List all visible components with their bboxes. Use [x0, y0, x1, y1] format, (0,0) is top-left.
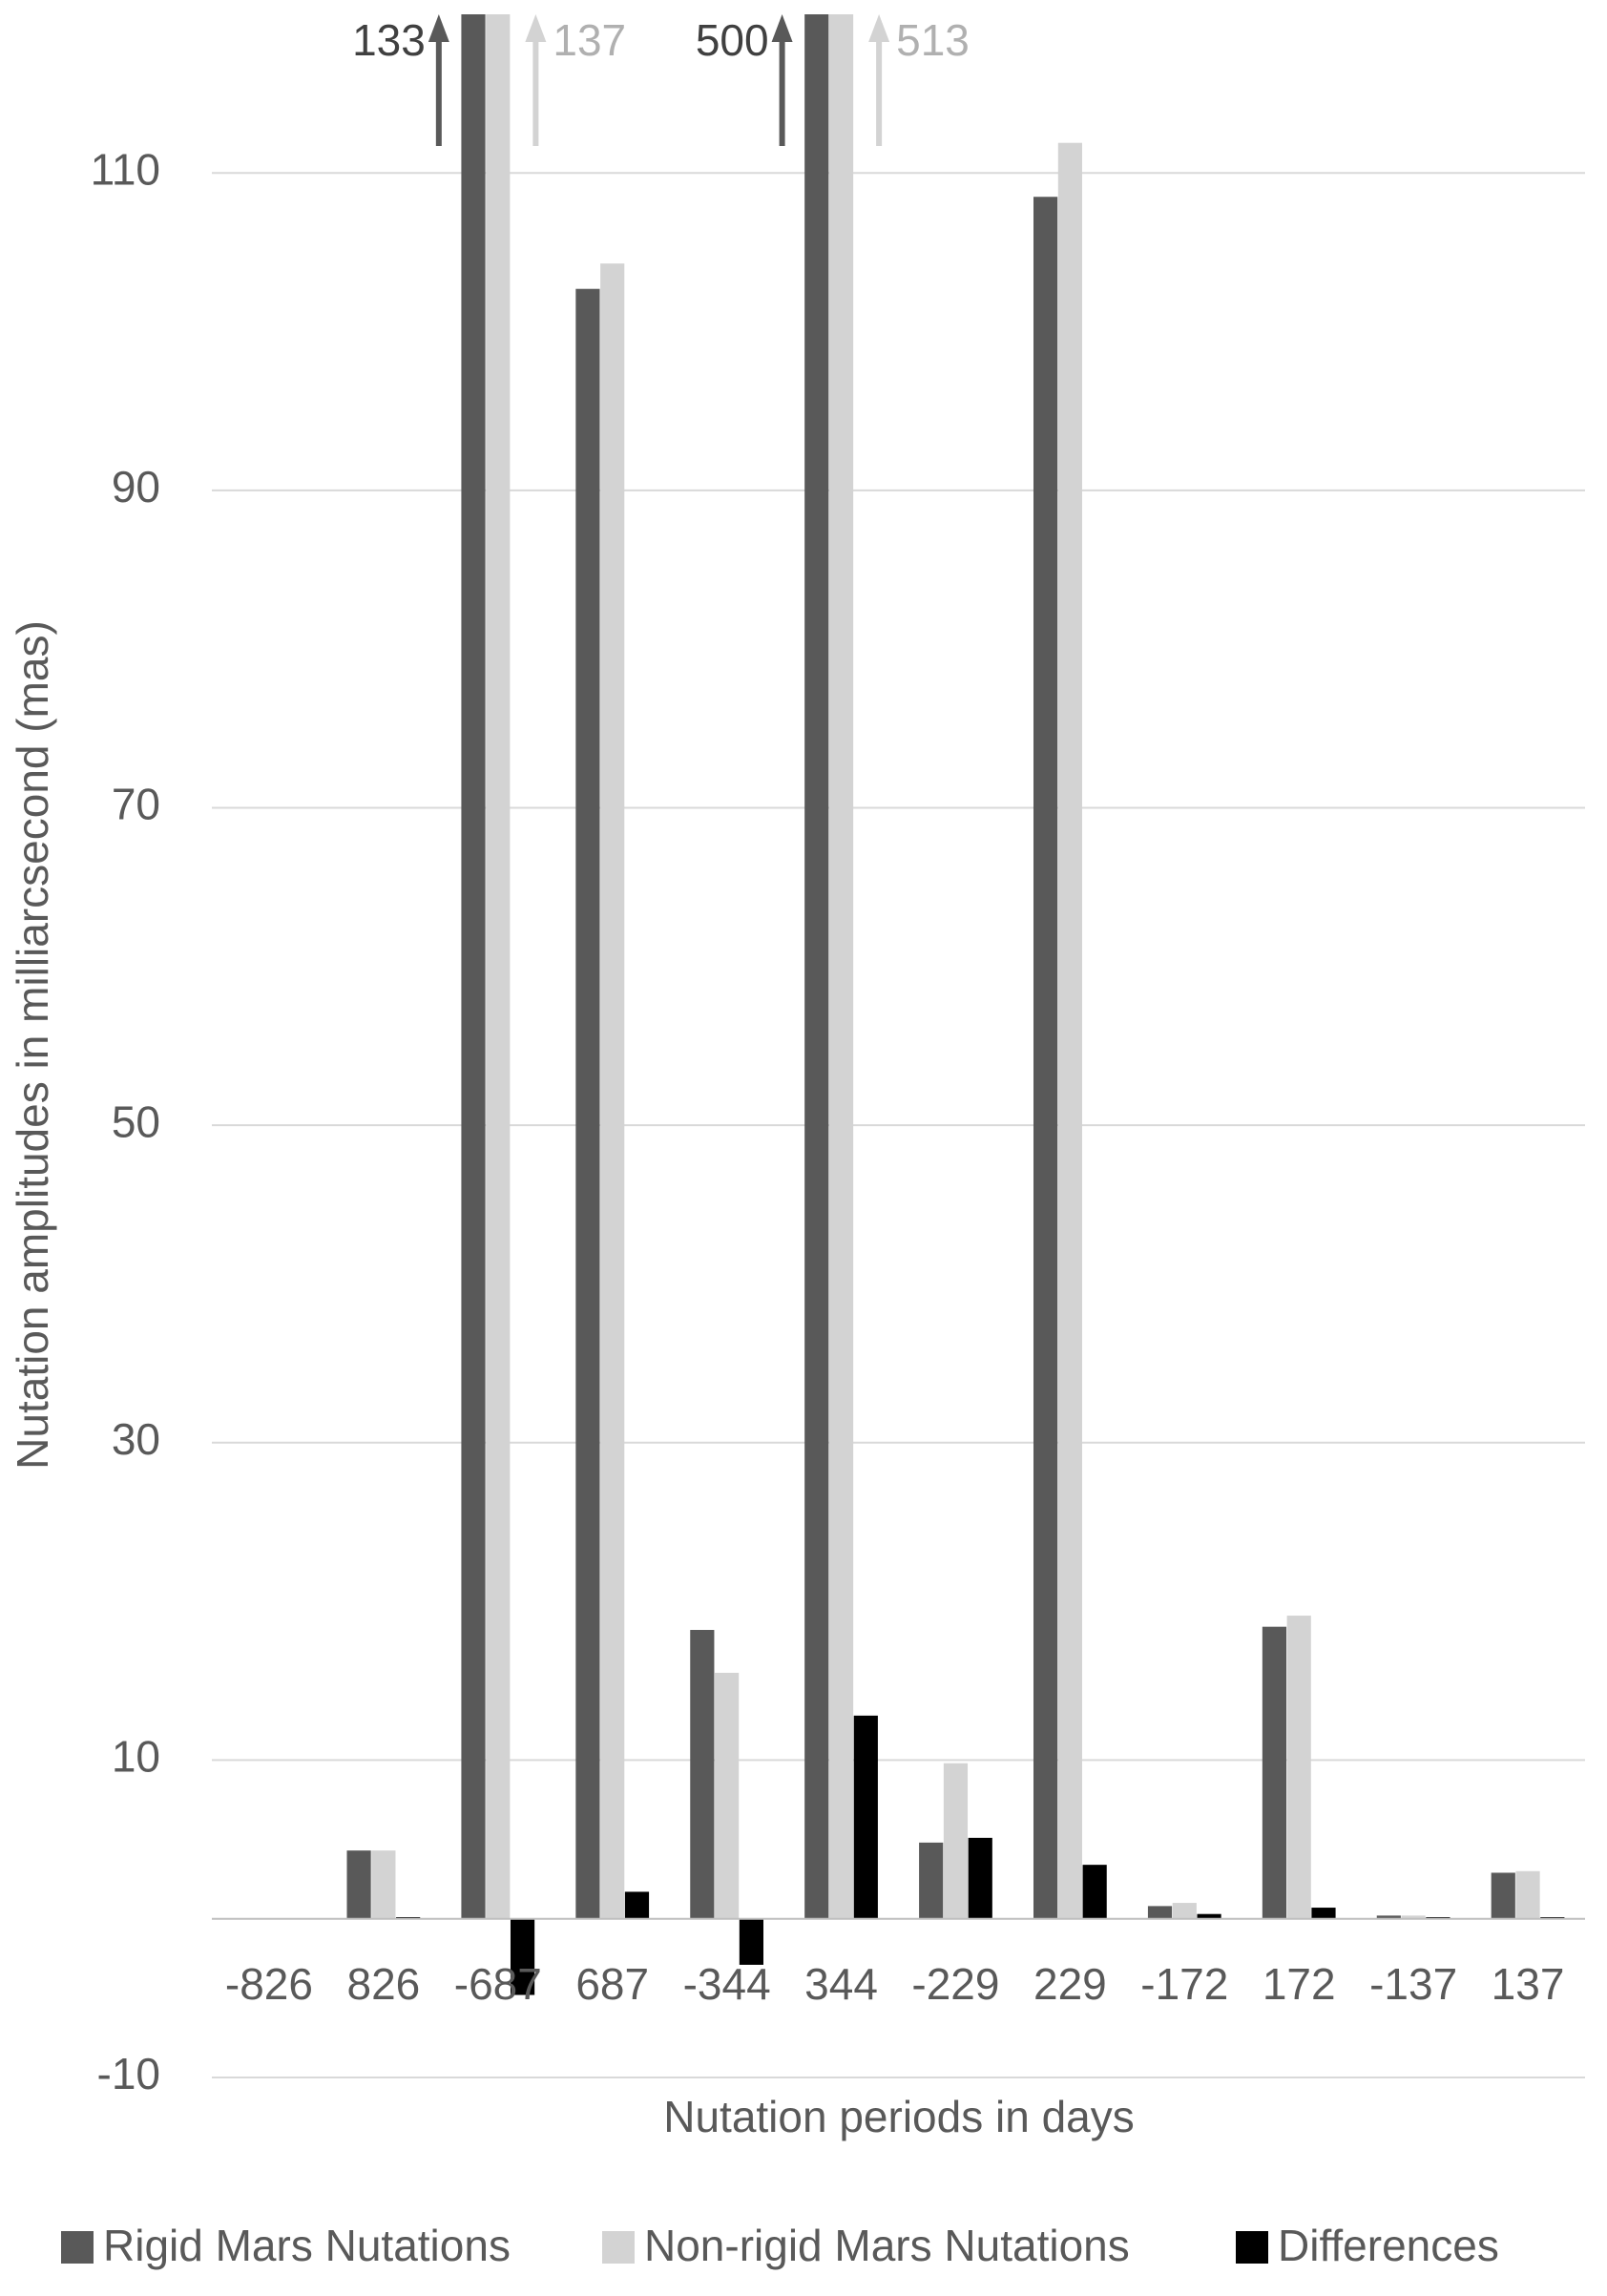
x-tick-label: -137	[1369, 1959, 1457, 2009]
y-tick-label: 30	[112, 1414, 160, 1464]
bar	[1197, 1913, 1221, 1919]
bar	[1057, 142, 1082, 1919]
clip-arrow-head	[771, 14, 793, 42]
clip-arrow-head	[428, 14, 449, 42]
plot-area	[346, 14, 1565, 1995]
legend-swatch	[602, 2231, 635, 2264]
bar	[1147, 1906, 1173, 1919]
bar	[1033, 197, 1058, 1919]
bar	[739, 1918, 763, 1965]
x-tick-label: -687	[454, 1959, 542, 2009]
bar	[968, 1837, 992, 1919]
x-tick-label: 344	[804, 1959, 878, 2009]
x-tick-label: -344	[683, 1959, 771, 2009]
y-tick-label: 90	[112, 462, 160, 511]
bar	[1082, 1865, 1107, 1919]
bar	[853, 1715, 878, 1919]
y-tick-label: 70	[112, 780, 160, 829]
bar	[346, 1850, 371, 1919]
bar	[828, 14, 854, 1919]
y-axis-title: Nutation amplitudes in milliarcsecond (m…	[8, 620, 57, 1470]
bar	[1376, 1915, 1401, 1919]
x-tick-label: 137	[1492, 1959, 1565, 2009]
bar	[943, 1763, 969, 1919]
bar	[1401, 1915, 1426, 1919]
x-tick-label: 687	[575, 1959, 649, 2009]
x-tick-label: 172	[1263, 1959, 1336, 2009]
y-tick-label: -10	[97, 2049, 160, 2098]
legend-label: Non-rigid Mars Nutations	[644, 2221, 1130, 2270]
bar	[804, 14, 829, 1919]
bar	[371, 1850, 396, 1919]
x-tick-label: -229	[911, 1959, 999, 2009]
legend-swatch	[1236, 2231, 1268, 2264]
bar	[575, 288, 600, 1919]
x-tick-label: -172	[1140, 1959, 1228, 2009]
x-tick-label: -826	[225, 1959, 313, 2009]
y-tick-label: 50	[112, 1096, 160, 1146]
bar	[1262, 1626, 1287, 1919]
legend-label: Differences	[1278, 2221, 1499, 2270]
x-tick-label: 826	[347, 1959, 421, 2009]
clip-value-label: 137	[553, 15, 626, 65]
x-axis-title: Nutation periods in days	[663, 2092, 1135, 2141]
bar	[690, 1630, 715, 1919]
bar	[624, 1891, 650, 1919]
bar	[1172, 1903, 1197, 1919]
bar	[1515, 1870, 1540, 1919]
bar	[461, 14, 486, 1919]
bar	[919, 1842, 944, 1919]
bar	[600, 263, 625, 1919]
clip-value-label: 133	[352, 15, 426, 65]
bar	[1286, 1616, 1311, 1919]
clip-arrow-head	[525, 14, 547, 42]
clip-value-label: 500	[696, 15, 769, 65]
legend-label: Rigid Mars Nutations	[103, 2221, 511, 2270]
legend-swatch	[61, 2231, 94, 2264]
bar	[510, 1918, 535, 1995]
clip-value-label: 513	[896, 15, 970, 65]
y-tick-label: 110	[91, 144, 160, 194]
clip-arrow-head	[868, 14, 890, 42]
bar	[1491, 1872, 1515, 1919]
x-tick-label: 229	[1033, 1959, 1107, 2009]
bar	[486, 14, 511, 1919]
bar	[715, 1672, 740, 1919]
bar	[1311, 1908, 1336, 1919]
y-tick-label: 10	[112, 1732, 160, 1782]
